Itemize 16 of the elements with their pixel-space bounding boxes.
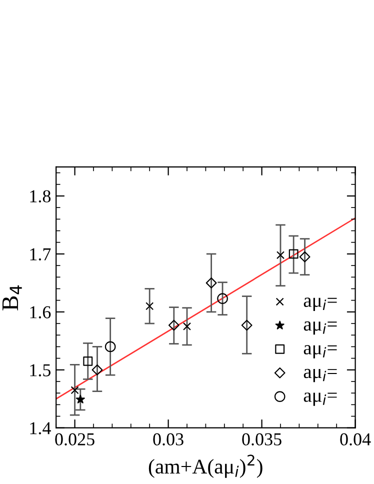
x-tick-label: 0.035 <box>242 433 282 446</box>
legend-label: aμ$_{i}$= <box>304 368 337 382</box>
y-tick-label: 1.8 <box>30 190 51 202</box>
x-tick-label: 0.025 <box>55 433 94 446</box>
y-tick-label: 1.4 <box>30 422 51 434</box>
y-tick-label: 1.5 <box>30 364 51 376</box>
x-tick-label: 0.04 <box>340 433 371 446</box>
x-tick-label: 0.03 <box>153 433 184 446</box>
y-axis-title: B$_{4}$ <box>2 285 22 310</box>
y-tick-label: 1.7 <box>30 248 51 260</box>
x-axis-title: (am+A(aμ$_{i}$)$^{2}$) <box>148 454 262 478</box>
legend-label: aμ$_{i}$= <box>304 298 337 311</box>
legend-label: aμ$_{i}$= <box>304 321 337 335</box>
legend-label: aμ$_{i}$= <box>304 345 337 358</box>
legend-label: aμ$_{i}$= <box>304 392 337 406</box>
y-tick-label: 1.6 <box>30 306 51 318</box>
